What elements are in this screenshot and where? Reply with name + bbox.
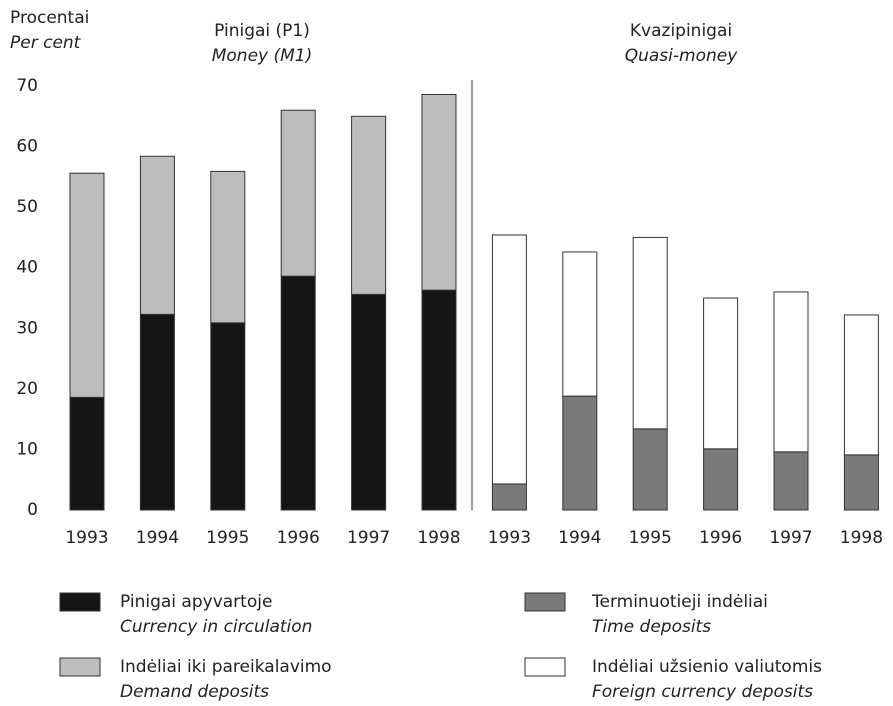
legend-swatch — [524, 592, 566, 612]
group-label: Kvazipinigai — [630, 21, 732, 41]
y-tick-label: 50 — [16, 197, 38, 217]
bar-segment — [703, 297, 739, 450]
bar-segment — [421, 289, 457, 511]
y-tick-label: 30 — [16, 318, 38, 338]
legend-label: Pinigai apyvartoje — [120, 592, 272, 612]
bar-segment — [773, 451, 809, 511]
bar-segment — [632, 236, 668, 430]
legend-swatch — [59, 657, 101, 677]
y-tick-label: 10 — [16, 439, 38, 459]
group-label-en: Quasi-money — [625, 46, 738, 66]
bar-segment — [843, 314, 879, 456]
x-tick-label: 1996 — [277, 528, 320, 548]
bar-segment — [773, 291, 809, 453]
y-axis-label: Procentai — [10, 8, 89, 28]
x-tick-label: 1998 — [417, 528, 460, 548]
bar-segment — [139, 313, 175, 511]
y-tick-label: 70 — [16, 76, 38, 96]
group-label-en: Money (M1) — [212, 46, 313, 66]
x-tick-label: 1995 — [206, 528, 249, 548]
bar-segment — [843, 454, 879, 511]
y-axis-label-en: Per cent — [10, 33, 82, 53]
bar-segment — [632, 428, 668, 511]
legend-label-en: Foreign currency deposits — [592, 682, 813, 702]
x-tick-label: 1995 — [629, 528, 672, 548]
legend-label: Indėliai iki pareikalavimo — [120, 657, 332, 677]
bar-segment — [280, 109, 316, 277]
legend-label-en: Currency in circulation — [120, 617, 312, 637]
bar-segment — [69, 396, 105, 511]
legend-label-en: Time deposits — [592, 617, 711, 637]
bar-segment — [703, 448, 739, 511]
x-tick-label: 1997 — [769, 528, 812, 548]
legend-swatch — [59, 592, 101, 612]
y-tick-label: 0 — [27, 500, 38, 520]
legend-swatch — [524, 657, 566, 677]
legend-label: Indėliai užsienio valiutomis — [592, 657, 822, 677]
bar-segment — [210, 322, 246, 511]
group-label: Pinigai (P1) — [214, 21, 310, 41]
x-tick-label: 1993 — [65, 528, 108, 548]
bar-segment — [69, 172, 105, 398]
bar-segment — [280, 275, 316, 511]
x-tick-label: 1996 — [699, 528, 742, 548]
x-tick-label: 1998 — [840, 528, 883, 548]
y-tick-label: 60 — [16, 137, 38, 157]
bar-segment — [421, 93, 457, 291]
bar-segment — [562, 251, 598, 397]
bar-segment — [562, 395, 598, 511]
bar-segment — [210, 170, 246, 324]
x-tick-label: 1994 — [136, 528, 179, 548]
bar-segment — [351, 115, 387, 295]
bar-segment — [491, 234, 527, 485]
legend-label-en: Demand deposits — [120, 682, 269, 702]
x-tick-label: 1997 — [347, 528, 390, 548]
x-tick-label: 1994 — [558, 528, 601, 548]
bar-segment — [139, 155, 175, 315]
x-tick-label: 1993 — [488, 528, 531, 548]
y-tick-label: 40 — [16, 258, 38, 278]
legend-label: Terminuotieji indėliai — [591, 592, 768, 612]
bar-segment — [351, 293, 387, 511]
bar-segment — [491, 483, 527, 511]
y-tick-label: 20 — [16, 379, 38, 399]
